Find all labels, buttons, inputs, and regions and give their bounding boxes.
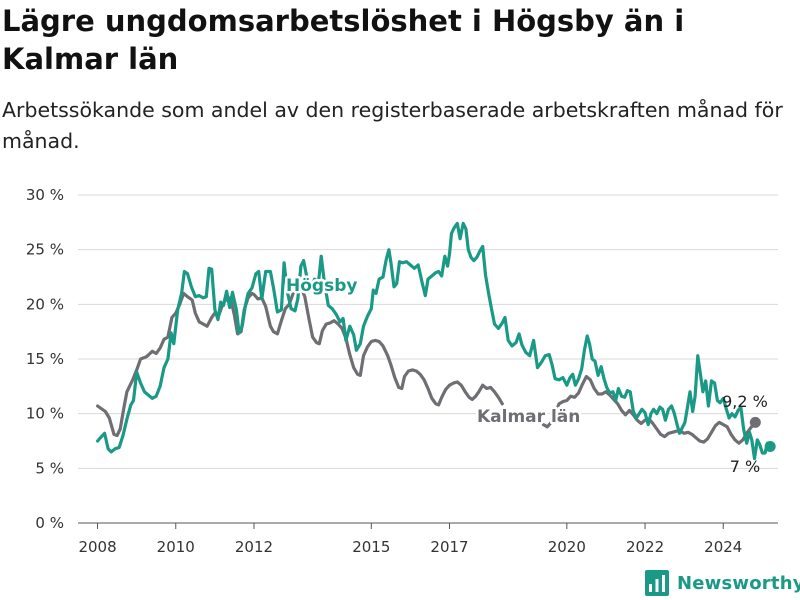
x-tick-label: 2020 bbox=[548, 538, 586, 556]
kalmar-lan-line-segment bbox=[541, 374, 757, 445]
x-tick-label: 2024 bbox=[704, 538, 742, 556]
kalmar-lan-end-point bbox=[749, 416, 761, 428]
x-tick-label: 2022 bbox=[626, 538, 664, 556]
y-gridlines bbox=[78, 194, 778, 469]
newsworthy-logo-icon bbox=[645, 570, 669, 596]
brand-name: Newsworthy bbox=[677, 572, 800, 594]
x-tick-label: 2010 bbox=[157, 538, 195, 556]
y-tick-label: 20 % bbox=[26, 295, 64, 313]
y-tick-label: 30 % bbox=[26, 186, 64, 204]
hogsby-line bbox=[96, 221, 772, 461]
y-tick-label: 10 % bbox=[26, 405, 64, 423]
y-tick-label: 0 % bbox=[35, 514, 64, 532]
hogsby-end-point bbox=[764, 440, 776, 452]
x-tick-label: 2012 bbox=[235, 538, 273, 556]
hogsby-end-value-label: 7 % bbox=[730, 457, 760, 476]
series-labels: 9,2 % 7 % Högsby Kalmar län bbox=[284, 274, 768, 477]
hogsby-series-label: Högsby bbox=[286, 276, 357, 296]
newsworthy-brand: Newsworthy bbox=[645, 568, 800, 598]
x-tick-label: 2008 bbox=[78, 538, 116, 556]
y-tick-label: 5 % bbox=[35, 459, 64, 477]
kalmar-lan-series-label: Kalmar län bbox=[477, 407, 580, 427]
chart-title: Lägre ungdomsarbetslöshet i Högsby än i … bbox=[2, 4, 685, 76]
kalmar-lan-end-value-label: 9,2 % bbox=[722, 392, 768, 411]
y-tick-label: 25 % bbox=[26, 241, 64, 259]
y-axis-tick-labels: 0 % 5 % 10 % 15 % 20 % 25 % 30 % bbox=[26, 186, 64, 532]
kalmar-lan-line bbox=[96, 285, 504, 438]
chart-subtitle: Arbetssökande som andel av den registerb… bbox=[2, 98, 783, 153]
x-tick-label: 2015 bbox=[352, 538, 390, 556]
x-axis-ticks: 2008 2010 2012 2015 2017 2020 2022 2024 bbox=[78, 523, 742, 556]
x-tick-label: 2017 bbox=[430, 538, 468, 556]
y-tick-label: 15 % bbox=[26, 350, 64, 368]
series-lines bbox=[96, 221, 776, 461]
